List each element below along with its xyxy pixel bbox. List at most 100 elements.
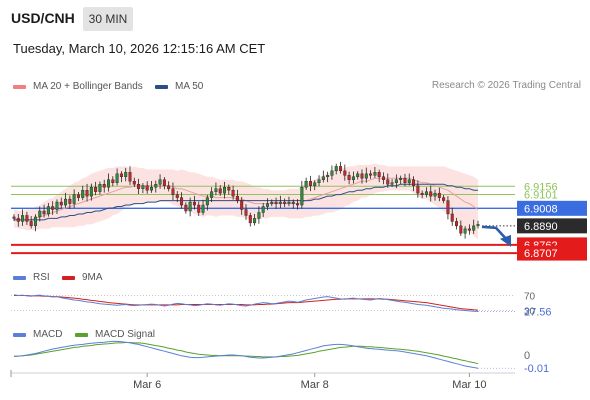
candle-body (149, 187, 153, 191)
candle-body (265, 203, 269, 207)
candle-body (450, 213, 454, 222)
level-tag-pivot (517, 200, 587, 216)
candle-body (407, 179, 411, 183)
credit-text: Research © 2026 Trading Central (431, 80, 581, 91)
macd-tick-label: 0 (524, 350, 530, 362)
candle-body (145, 185, 149, 191)
candle-body (76, 194, 80, 198)
candle-body (313, 182, 317, 186)
level-label-resistance: 6.9156 (524, 181, 558, 193)
candle-body (364, 173, 368, 179)
candle-body (300, 187, 304, 206)
candle-body (128, 172, 132, 182)
candle-body (351, 176, 355, 180)
candle-body (433, 192, 437, 197)
legend-rsi-ma: 9MA (62, 272, 103, 283)
level-tag-support (517, 245, 587, 261)
candle-body (455, 221, 459, 227)
candle-body (326, 175, 330, 177)
timestamp: Tuesday, March 10, 2026 12:15:16 AM CET (13, 41, 266, 56)
candle-body (115, 173, 119, 183)
candle-body (55, 201, 59, 210)
candle-body (373, 172, 377, 176)
candle-body (356, 173, 360, 177)
candle-body (339, 166, 343, 172)
candle-body (197, 204, 201, 213)
candle-body (12, 216, 16, 219)
rsi-swatch (13, 276, 26, 280)
candle-body (16, 218, 20, 222)
candle-body (180, 197, 184, 206)
legend-rsi: RSI (13, 272, 50, 283)
candle-body (420, 192, 424, 195)
legend-macd-label: MACD (33, 329, 63, 340)
legend-ma20-label: MA 20 + Bollinger Bands (33, 81, 143, 92)
candle-body (94, 187, 98, 192)
candle-body (119, 173, 123, 177)
candle-body (424, 191, 428, 195)
candle-body (390, 182, 394, 185)
candle-body (98, 184, 102, 192)
candle-body (437, 192, 441, 198)
candle-body (25, 215, 29, 222)
candle-body (111, 179, 115, 183)
timeframe-button[interactable]: 30 MIN (83, 7, 133, 31)
candle-body (343, 170, 347, 176)
legend-macd-signal-label: MACD Signal (95, 329, 156, 340)
candle-body (46, 206, 50, 215)
candle-body (317, 179, 321, 183)
candle-body (446, 200, 450, 215)
candle-body (330, 170, 334, 176)
candle-body (399, 178, 403, 180)
x-tick-mar6: Mar 6 (133, 379, 161, 391)
candle-body (472, 225, 476, 231)
candle-body (253, 218, 257, 224)
candle-body (38, 210, 42, 218)
candle-body (162, 179, 166, 186)
ma50-swatch (155, 85, 168, 89)
candle-body (231, 189, 235, 197)
candle-body (210, 191, 214, 198)
candle-body (51, 206, 55, 210)
symbol-title: USD/CNH (11, 10, 75, 26)
level-label-support: 6.8707 (524, 248, 558, 260)
candle-body (412, 179, 416, 186)
candle-body (72, 194, 76, 204)
candle-body (184, 204, 188, 212)
candle-body (386, 179, 390, 185)
forecast-arrow (481, 225, 509, 242)
candle-body (278, 201, 282, 204)
candle-body (154, 184, 158, 188)
candle-body (334, 166, 338, 172)
candle-body (158, 179, 162, 185)
candle-body (137, 184, 141, 189)
candle-body (175, 194, 179, 198)
candle-body (270, 201, 274, 204)
rsi-line (13, 294, 479, 312)
candle-body (124, 172, 128, 177)
candle-body (274, 201, 278, 204)
candle-body (85, 189, 89, 197)
legend-ma50-label: MA 50 (175, 81, 204, 92)
candle-body (89, 187, 93, 197)
legend-macd: MACD (13, 329, 62, 340)
candle-body (248, 215, 252, 224)
candle-body (261, 206, 265, 213)
candle-body (240, 200, 244, 210)
rsi-last-value: 27.56 (524, 306, 552, 318)
candle-body (459, 225, 463, 234)
macd-swatch (13, 333, 26, 337)
candle-body (291, 201, 295, 204)
candle-body (205, 197, 209, 206)
candle-body (321, 176, 325, 180)
legend-ma20: MA 20 + Bollinger Bands (13, 81, 143, 92)
candle-body (64, 198, 68, 206)
rsi-ma-swatch (62, 276, 75, 280)
candle-body (218, 188, 222, 194)
candle-body (167, 185, 171, 189)
last-price-label: 6.8890 (524, 221, 558, 233)
candle-body (442, 197, 446, 201)
candle-body (296, 203, 300, 206)
candle-body (33, 216, 37, 227)
